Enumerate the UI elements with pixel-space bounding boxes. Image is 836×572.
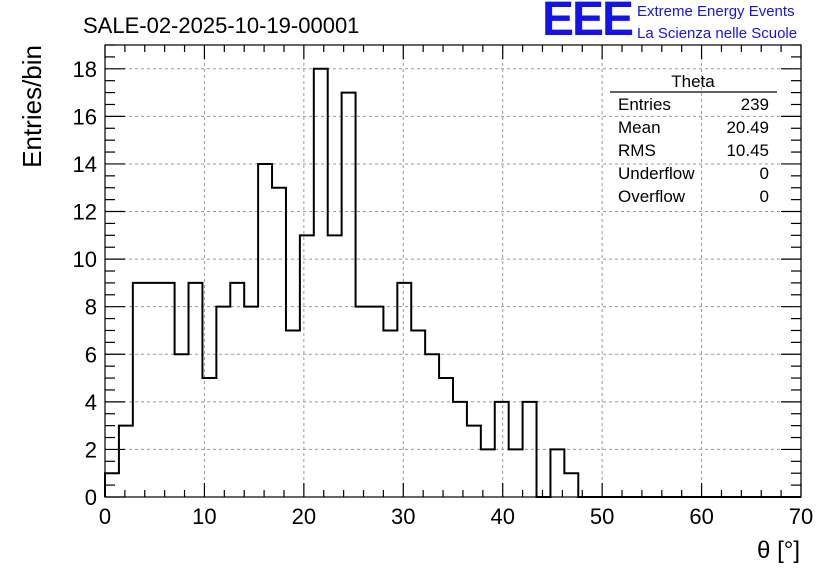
y-tick-label: 8 [85, 295, 97, 320]
stats-label: Underflow [618, 164, 695, 183]
stats-label: Mean [618, 118, 661, 137]
x-tick-label: 50 [590, 504, 614, 529]
plot-frame [104, 44, 802, 498]
y-tick-label: 0 [85, 485, 97, 510]
stats-label: RMS [618, 141, 656, 160]
y-tick-label: 10 [73, 247, 97, 272]
x-tick-label: 70 [789, 504, 813, 529]
y-tick-label: 6 [85, 342, 97, 367]
chart-title: SALE-02-2025-10-19-00001 [83, 13, 359, 38]
x-tick-labels: 0 10 20 30 40 50 60 70 [99, 504, 813, 529]
y-tick-label: 16 [73, 104, 97, 129]
stats-value: 10.45 [726, 141, 769, 160]
x-axis-label: θ [°] [757, 537, 800, 564]
stats-value: 0 [760, 164, 769, 183]
stats-value: 0 [760, 187, 769, 206]
stats-box: Theta Entries 239 Mean 20.49 RMS 10.45 Underfl… [610, 72, 777, 206]
x-tick-label: 40 [490, 504, 514, 529]
y-tick-label: 14 [73, 152, 97, 177]
y-tick-label: 18 [73, 57, 97, 82]
x-tick-label: 10 [192, 504, 216, 529]
stats-label: Overflow [618, 187, 686, 206]
x-tick-label: 20 [292, 504, 316, 529]
logo-line-2: La Scienza nelle Scuole [637, 25, 798, 42]
stats-value: 20.49 [726, 118, 769, 137]
stats-title: Theta [671, 72, 715, 91]
logo-line-1: Extreme Energy Events [637, 3, 795, 20]
y-tick-label: 12 [73, 200, 97, 225]
stats-rows: Entries 239 Mean 20.49 RMS 10.45 Underflow 0 Ove… [618, 95, 769, 206]
x-tick-label: 0 [99, 504, 111, 529]
y-tick-label: 4 [85, 390, 97, 415]
grid [105, 45, 801, 497]
eee-logo: EEE Extreme Energy Events La Scienza nel… [542, 0, 832, 46]
y-tick-label: 2 [85, 437, 97, 462]
stats-value: 239 [741, 95, 769, 114]
x-tick-label: 30 [391, 504, 415, 529]
axis-ticks [104, 44, 802, 498]
eee-logo-mark: EEE [542, 0, 634, 46]
y-tick-labels: 0 2 4 6 8 10 12 14 16 18 [73, 57, 97, 510]
stats-label: Entries [618, 95, 671, 114]
histogram-series [104, 67, 801, 498]
y-axis-label: Entries/bin [17, 45, 47, 168]
x-tick-label: 60 [689, 504, 713, 529]
